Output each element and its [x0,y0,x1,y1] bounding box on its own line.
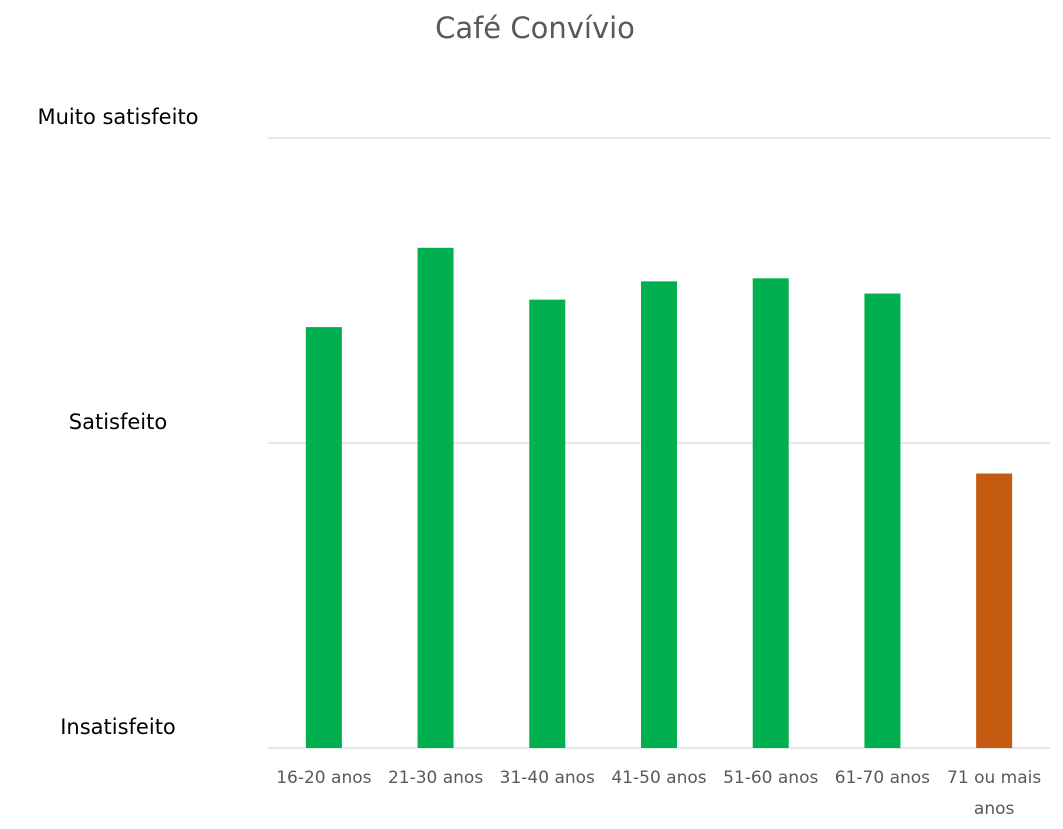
x-tick-label: 61-70 anos [835,768,930,788]
x-tick-label: 71 ou mais anos [947,768,1041,819]
bar [752,278,789,748]
y-tick-label: Muito satisfeito [37,105,198,129]
bar [305,327,342,748]
x-tick-label: 21-30 anos [388,768,483,788]
bars [305,247,1013,749]
bar [529,299,566,748]
x-tick-label: 16-20 anos [276,768,371,788]
bar [864,293,901,748]
chart-title: Café Convívio [435,11,635,45]
y-axis-tick-labels: Insatisfeito Satisfeito Muito satisfeito [37,105,198,739]
x-tick-label: 51-60 anos [723,768,818,788]
bar [976,473,1013,748]
x-tick-label: 31-40 anos [500,768,595,788]
y-tick-label: Insatisfeito [60,715,176,739]
x-axis-tick-labels: 16-20 anos 21-30 anos 31-40 anos 41-50 anos… [276,768,1041,819]
bar [641,281,677,748]
bar [417,247,454,749]
y-tick-label: Satisfeito [69,410,167,434]
x-tick-label: 41-50 anos [611,768,706,788]
